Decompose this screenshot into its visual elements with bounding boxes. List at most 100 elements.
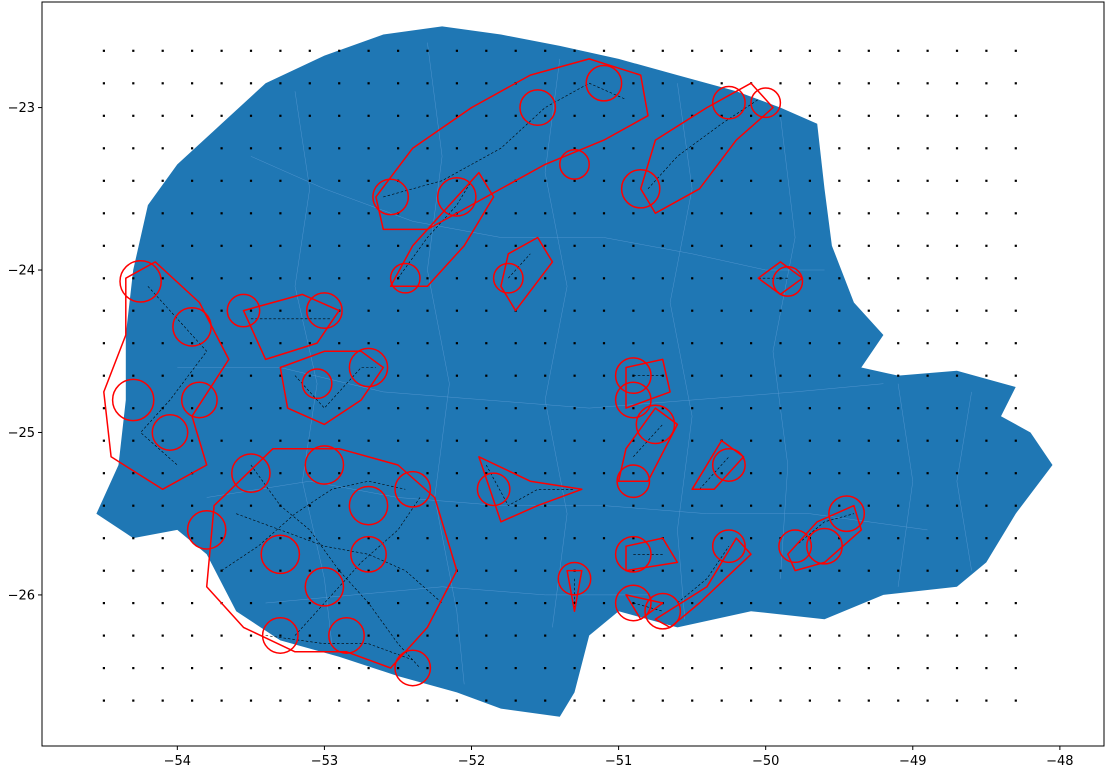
grid-point: [544, 342, 547, 345]
grid-point: [926, 342, 929, 345]
grid-point: [338, 569, 341, 572]
grid-point: [220, 342, 223, 345]
grid-point: [455, 602, 458, 605]
grid-point: [514, 407, 517, 410]
buffer-circle: [304, 566, 345, 607]
grid-point: [720, 244, 723, 247]
grid-point: [955, 212, 959, 215]
grid-point: [955, 472, 959, 475]
grid-point: [338, 537, 341, 540]
grid-point: [926, 407, 929, 410]
grid-point: [838, 342, 841, 345]
grid-point: [955, 537, 959, 540]
grid-point: [132, 147, 135, 150]
grid-point: [485, 147, 488, 150]
grid-point: [220, 147, 223, 150]
grid-point: [985, 244, 988, 247]
grid-point: [602, 212, 606, 215]
grid-point: [985, 277, 988, 280]
buffer-circle: [828, 495, 866, 533]
grid-point: [102, 504, 105, 507]
grid-point: [308, 504, 311, 507]
municipal-border: [294, 91, 333, 644]
grid-point: [485, 504, 488, 507]
grid-point: [455, 634, 458, 637]
buffer-polygon: [500, 236, 554, 312]
grid-point: [514, 439, 517, 442]
grid-point: [338, 342, 341, 345]
grid-point: [279, 147, 282, 150]
grid-point: [397, 82, 400, 85]
grid-point: [808, 602, 811, 605]
grid-point: [691, 472, 694, 475]
grid-point: [220, 277, 223, 280]
buffer-circle: [806, 527, 843, 565]
grid-point: [897, 407, 900, 410]
grid-point: [573, 49, 576, 52]
grid-point: [661, 472, 664, 475]
grid-point: [897, 309, 900, 312]
grid-point: [544, 439, 547, 442]
grid-point: [338, 439, 341, 442]
grid-point: [397, 634, 400, 637]
grid-point: [1014, 374, 1017, 377]
buffer-circle: [119, 260, 162, 303]
grid-point: [367, 634, 370, 637]
grid-point: [602, 667, 606, 670]
grid-point: [867, 439, 870, 442]
grid-point: [249, 244, 253, 247]
grid-point: [602, 699, 606, 702]
grid-point: [691, 407, 694, 410]
buffer-polygon: [566, 569, 583, 612]
grid-point: [308, 374, 311, 377]
grid-point: [691, 49, 694, 52]
buffer-circle: [557, 561, 592, 596]
grid-point: [691, 309, 694, 312]
x-tick-label: −48: [1046, 754, 1073, 769]
grid-point: [279, 309, 282, 312]
grid-point: [573, 407, 576, 410]
grid-point: [985, 407, 988, 410]
grid-point: [191, 309, 194, 312]
grid-point: [897, 212, 900, 215]
grid-point: [720, 634, 723, 637]
grid-point: [867, 634, 870, 637]
grid-point: [308, 212, 311, 215]
grid-point: [1014, 472, 1017, 475]
grid-point: [249, 342, 253, 345]
grid-point: [691, 634, 694, 637]
grid-point: [926, 277, 929, 280]
grid-point: [691, 342, 694, 345]
grid-point: [397, 277, 400, 280]
grid-point: [514, 244, 517, 247]
grid-point: [632, 114, 635, 117]
grid-point: [308, 82, 311, 85]
buffer-circle: [151, 414, 189, 451]
grid-point: [750, 407, 753, 410]
grid-point: [955, 82, 959, 85]
grid-point: [249, 277, 253, 280]
grid-point: [573, 277, 576, 280]
grid-point: [161, 602, 164, 605]
grid-point: [867, 49, 870, 52]
grid-point: [426, 49, 429, 52]
grid-point: [367, 309, 370, 312]
grid-point: [867, 602, 870, 605]
grid-point: [897, 147, 900, 150]
grid-point: [985, 179, 988, 182]
grid-point: [426, 179, 429, 182]
grid-point: [661, 277, 664, 280]
grid-point: [779, 114, 782, 117]
grid-point: [691, 114, 694, 117]
buffer-polygon: [279, 350, 385, 426]
grid-point: [544, 634, 547, 637]
grid-point: [867, 277, 870, 280]
grid-point: [867, 147, 870, 150]
grid-point: [602, 49, 606, 52]
grid-point: [955, 699, 959, 702]
grid-point: [132, 277, 135, 280]
grid-point: [102, 634, 105, 637]
grid-point: [132, 472, 135, 475]
grid-point: [955, 374, 959, 377]
grid-point: [720, 147, 723, 150]
